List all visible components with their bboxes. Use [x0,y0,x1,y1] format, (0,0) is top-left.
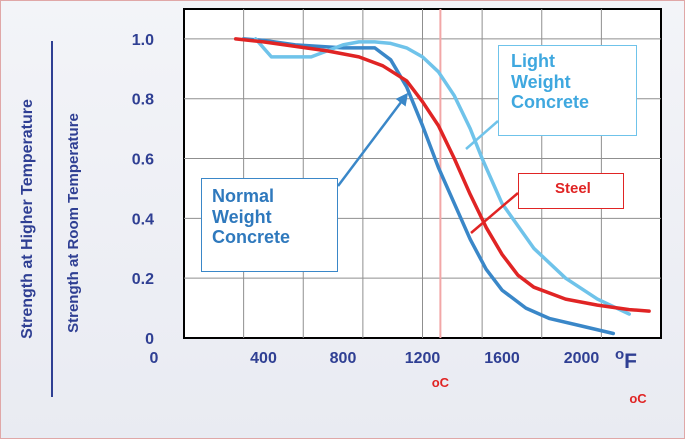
x-unit-superscript: o [615,346,624,363]
y-tick-label: 0.2 [132,271,154,288]
leader-steel [470,192,519,234]
series-line-normal-weight-concrete [241,37,616,336]
x-tick-label: 1600 [484,350,520,367]
y-ticks: 1.0 0.8 0.6 0.4 0.2 0 [132,32,154,348]
y-tick-label: 1.0 [132,32,154,49]
y-axis-labels: Strength at Higher Temperature Strength a… [19,41,82,397]
leader-light-weight-concrete [465,120,499,150]
corner-celsius-label: oC [629,391,647,406]
series-line-light-weight-concrete [253,37,631,316]
callout-line: Concrete [511,92,590,113]
x-tick-label: 1200 [405,350,441,367]
callout-line: Weight [212,206,272,227]
marker-celsius-label: oC [432,375,450,390]
x-tick-label: 2000 [564,350,600,367]
callout-line: Concrete [212,227,291,248]
x-ticks: 0 400 800 1200 1600 2000 [150,350,600,367]
x-unit-letter: F [624,350,637,373]
x-tick-label: 400 [250,350,277,367]
callout-line: Light [511,51,555,71]
y-axis-title-bottom: Strength at Room Temperature [65,113,82,333]
y-axis-title-top: Strength at Higher Temperature [19,99,36,339]
x-unit-label: oF [615,346,637,373]
callout-leaders [337,92,519,234]
callout-line: Steel [555,180,591,197]
y-tick-label: 0.6 [132,152,154,169]
leader-normal-weight-concrete [337,92,409,187]
y-tick-label: 0.8 [132,92,154,109]
series-layer [233,37,651,336]
callout-steel: Steel [518,173,624,209]
callout-line: Normal [212,186,275,206]
x-tick-label: 800 [330,350,357,367]
y-tick-label: 0.4 [132,211,154,228]
series-line-steel [233,37,651,313]
callout-light-weight-concrete: Light Weight Concrete [498,45,637,136]
y-tick-label: 0 [145,331,154,348]
callout-normal-weight-concrete: Normal Weight Concrete [201,178,338,272]
x-tick-label: 0 [150,350,159,367]
callout-line: Weight [511,71,571,92]
